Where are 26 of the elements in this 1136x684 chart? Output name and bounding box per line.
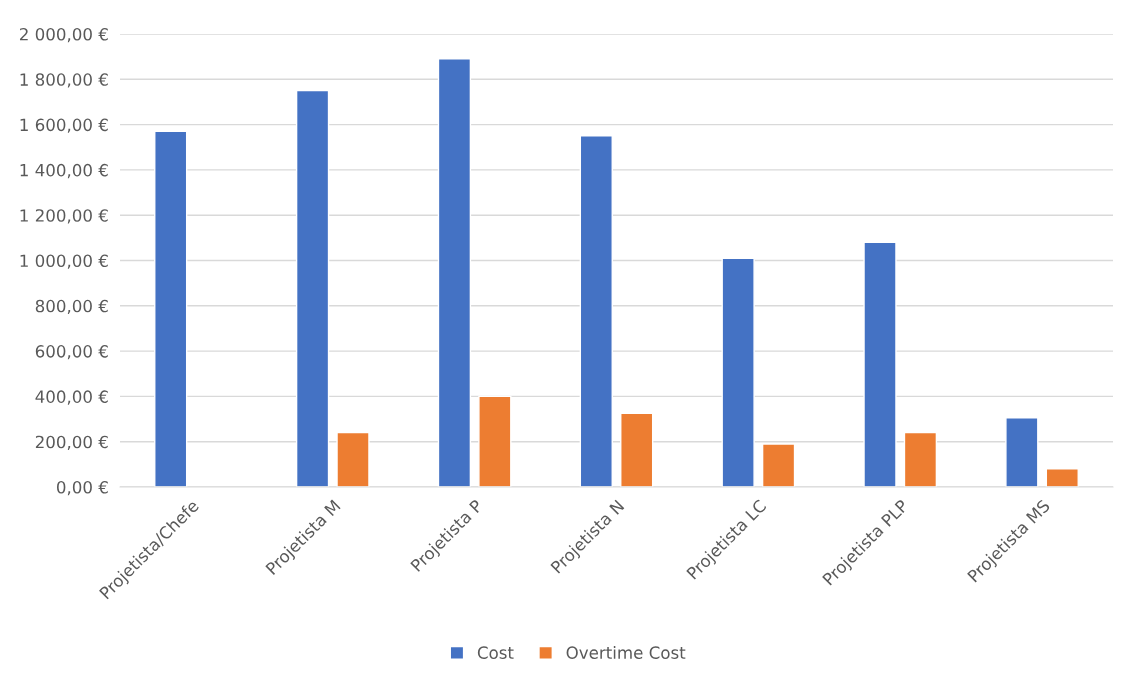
y-tick-label: 200,00 €	[35, 435, 108, 450]
y-tick-label: 1 600,00 €	[20, 118, 108, 133]
y-tick-label: 0,00 €	[56, 480, 108, 496]
y-tick-label: 800,00 €	[35, 299, 108, 315]
bar	[1045, 468, 1079, 487]
bar	[154, 130, 188, 487]
y-tick-label: 600,00 €	[35, 345, 108, 360]
y-tick-label: 1 400,00 €	[20, 163, 108, 179]
bar	[903, 431, 938, 487]
legend-label: Cost	[477, 646, 514, 659]
bar	[863, 241, 897, 487]
bar	[478, 395, 512, 487]
y-tick-label: 1 000,00 €	[20, 254, 108, 269]
bar	[336, 431, 370, 487]
bar	[579, 135, 613, 487]
y-tick-label: 2 000,00 €	[19, 27, 108, 43]
bar	[761, 443, 796, 487]
bar	[437, 58, 472, 487]
y-tick-label: 1 800,00 €	[20, 73, 108, 88]
legend-label: Overtime Cost	[566, 646, 686, 659]
bar	[1005, 417, 1039, 487]
bar	[295, 89, 330, 487]
y-tick-label: 1 200,00 €	[20, 209, 108, 224]
bar	[721, 257, 755, 487]
bar	[620, 412, 654, 487]
y-tick-label: 400,00 €	[35, 390, 108, 405]
